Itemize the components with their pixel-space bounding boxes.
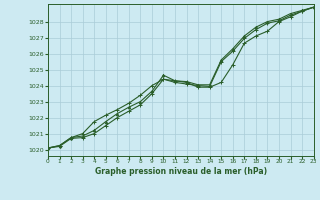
- X-axis label: Graphe pression niveau de la mer (hPa): Graphe pression niveau de la mer (hPa): [95, 167, 267, 176]
